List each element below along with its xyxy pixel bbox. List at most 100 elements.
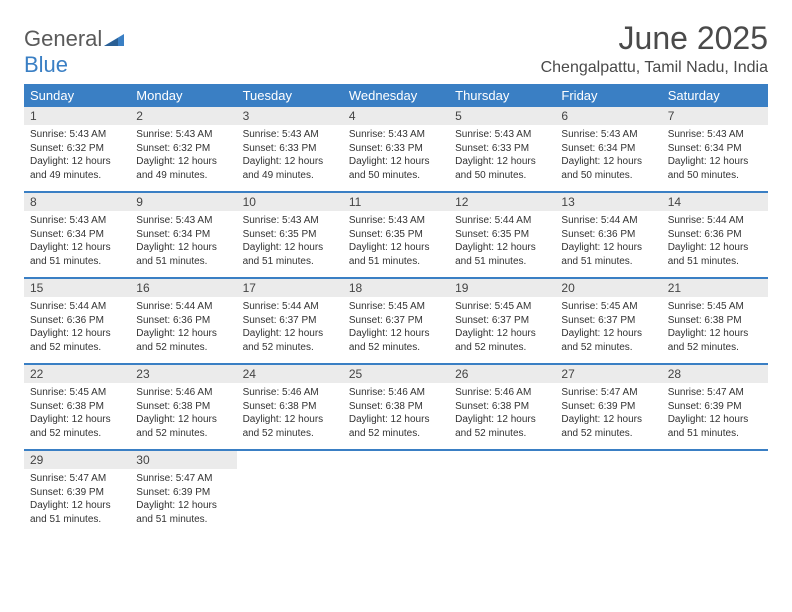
day-details: Sunrise: 5:43 AMSunset: 6:34 PMDaylight:… <box>24 211 130 268</box>
day-details: Sunrise: 5:43 AMSunset: 6:34 PMDaylight:… <box>130 211 236 268</box>
day-details: Sunrise: 5:43 AMSunset: 6:33 PMDaylight:… <box>237 125 343 182</box>
day-number: 17 <box>237 279 343 297</box>
calendar-day: 26Sunrise: 5:46 AMSunset: 6:38 PMDayligh… <box>449 365 555 449</box>
day-details: Sunrise: 5:46 AMSunset: 6:38 PMDaylight:… <box>130 383 236 440</box>
day-number: 22 <box>24 365 130 383</box>
calendar-day: 2Sunrise: 5:43 AMSunset: 6:32 PMDaylight… <box>130 107 236 191</box>
dow-saturday: Saturday <box>662 84 768 107</box>
calendar-day: 16Sunrise: 5:44 AMSunset: 6:36 PMDayligh… <box>130 279 236 363</box>
day-details: Sunrise: 5:46 AMSunset: 6:38 PMDaylight:… <box>449 383 555 440</box>
day-number: 13 <box>555 193 661 211</box>
day-number: 20 <box>555 279 661 297</box>
day-number: 25 <box>343 365 449 383</box>
day-details: Sunrise: 5:45 AMSunset: 6:38 PMDaylight:… <box>24 383 130 440</box>
day-number: 23 <box>130 365 236 383</box>
calendar-day: 3Sunrise: 5:43 AMSunset: 6:33 PMDaylight… <box>237 107 343 191</box>
calendar-day: 7Sunrise: 5:43 AMSunset: 6:34 PMDaylight… <box>662 107 768 191</box>
week-row: 1Sunrise: 5:43 AMSunset: 6:32 PMDaylight… <box>24 107 768 193</box>
day-number-empty <box>237 451 343 469</box>
week-row: 8Sunrise: 5:43 AMSunset: 6:34 PMDaylight… <box>24 193 768 279</box>
calendar-day: 1Sunrise: 5:43 AMSunset: 6:32 PMDaylight… <box>24 107 130 191</box>
day-details: Sunrise: 5:44 AMSunset: 6:36 PMDaylight:… <box>24 297 130 354</box>
day-details: Sunrise: 5:47 AMSunset: 6:39 PMDaylight:… <box>555 383 661 440</box>
day-details: Sunrise: 5:44 AMSunset: 6:37 PMDaylight:… <box>237 297 343 354</box>
calendar-day: 8Sunrise: 5:43 AMSunset: 6:34 PMDaylight… <box>24 193 130 277</box>
title-block: June 2025 Chengalpattu, Tamil Nadu, Indi… <box>541 20 768 77</box>
day-number: 2 <box>130 107 236 125</box>
day-details: Sunrise: 5:47 AMSunset: 6:39 PMDaylight:… <box>662 383 768 440</box>
calendar-day-empty <box>343 451 449 535</box>
day-number-empty <box>343 451 449 469</box>
day-number: 12 <box>449 193 555 211</box>
day-number: 8 <box>24 193 130 211</box>
calendar-day: 6Sunrise: 5:43 AMSunset: 6:34 PMDaylight… <box>555 107 661 191</box>
dow-monday: Monday <box>130 84 236 107</box>
logo-word-2: Blue <box>24 52 68 77</box>
calendar-day: 19Sunrise: 5:45 AMSunset: 6:37 PMDayligh… <box>449 279 555 363</box>
calendar-day: 14Sunrise: 5:44 AMSunset: 6:36 PMDayligh… <box>662 193 768 277</box>
day-details: Sunrise: 5:43 AMSunset: 6:35 PMDaylight:… <box>237 211 343 268</box>
dow-sunday: Sunday <box>24 84 130 107</box>
calendar-day: 25Sunrise: 5:46 AMSunset: 6:38 PMDayligh… <box>343 365 449 449</box>
day-details: Sunrise: 5:45 AMSunset: 6:37 PMDaylight:… <box>343 297 449 354</box>
calendar-day: 28Sunrise: 5:47 AMSunset: 6:39 PMDayligh… <box>662 365 768 449</box>
calendar-day: 29Sunrise: 5:47 AMSunset: 6:39 PMDayligh… <box>24 451 130 535</box>
day-details: Sunrise: 5:45 AMSunset: 6:37 PMDaylight:… <box>555 297 661 354</box>
day-number: 7 <box>662 107 768 125</box>
logo-word-1: General <box>24 26 102 51</box>
day-number: 27 <box>555 365 661 383</box>
day-number: 5 <box>449 107 555 125</box>
day-number: 24 <box>237 365 343 383</box>
day-number: 26 <box>449 365 555 383</box>
day-details: Sunrise: 5:43 AMSunset: 6:32 PMDaylight:… <box>24 125 130 182</box>
calendar-day: 12Sunrise: 5:44 AMSunset: 6:35 PMDayligh… <box>449 193 555 277</box>
day-number: 1 <box>24 107 130 125</box>
day-number-empty <box>662 451 768 469</box>
calendar-day: 9Sunrise: 5:43 AMSunset: 6:34 PMDaylight… <box>130 193 236 277</box>
day-details: Sunrise: 5:47 AMSunset: 6:39 PMDaylight:… <box>130 469 236 526</box>
day-number: 6 <box>555 107 661 125</box>
dow-tuesday: Tuesday <box>237 84 343 107</box>
calendar-day: 24Sunrise: 5:46 AMSunset: 6:38 PMDayligh… <box>237 365 343 449</box>
calendar: Sunday Monday Tuesday Wednesday Thursday… <box>24 84 768 535</box>
dow-friday: Friday <box>555 84 661 107</box>
calendar-day: 18Sunrise: 5:45 AMSunset: 6:37 PMDayligh… <box>343 279 449 363</box>
day-number: 18 <box>343 279 449 297</box>
day-number: 21 <box>662 279 768 297</box>
day-number-empty <box>555 451 661 469</box>
calendar-day: 4Sunrise: 5:43 AMSunset: 6:33 PMDaylight… <box>343 107 449 191</box>
calendar-day: 21Sunrise: 5:45 AMSunset: 6:38 PMDayligh… <box>662 279 768 363</box>
calendar-day: 30Sunrise: 5:47 AMSunset: 6:39 PMDayligh… <box>130 451 236 535</box>
dow-wednesday: Wednesday <box>343 84 449 107</box>
calendar-day-empty <box>555 451 661 535</box>
page-title: June 2025 <box>541 20 768 57</box>
day-details: Sunrise: 5:44 AMSunset: 6:35 PMDaylight:… <box>449 211 555 268</box>
calendar-day: 5Sunrise: 5:43 AMSunset: 6:33 PMDaylight… <box>449 107 555 191</box>
day-number: 16 <box>130 279 236 297</box>
day-details: Sunrise: 5:47 AMSunset: 6:39 PMDaylight:… <box>24 469 130 526</box>
day-number: 3 <box>237 107 343 125</box>
calendar-day: 11Sunrise: 5:43 AMSunset: 6:35 PMDayligh… <box>343 193 449 277</box>
day-details: Sunrise: 5:43 AMSunset: 6:35 PMDaylight:… <box>343 211 449 268</box>
day-details: Sunrise: 5:43 AMSunset: 6:34 PMDaylight:… <box>555 125 661 182</box>
day-number: 4 <box>343 107 449 125</box>
day-number: 15 <box>24 279 130 297</box>
week-row: 29Sunrise: 5:47 AMSunset: 6:39 PMDayligh… <box>24 451 768 535</box>
day-details: Sunrise: 5:44 AMSunset: 6:36 PMDaylight:… <box>130 297 236 354</box>
dow-thursday: Thursday <box>449 84 555 107</box>
day-number: 11 <box>343 193 449 211</box>
calendar-day: 10Sunrise: 5:43 AMSunset: 6:35 PMDayligh… <box>237 193 343 277</box>
week-row: 15Sunrise: 5:44 AMSunset: 6:36 PMDayligh… <box>24 279 768 365</box>
logo: GeneralBlue <box>24 20 124 78</box>
day-details: Sunrise: 5:46 AMSunset: 6:38 PMDaylight:… <box>343 383 449 440</box>
day-number: 19 <box>449 279 555 297</box>
calendar-day: 15Sunrise: 5:44 AMSunset: 6:36 PMDayligh… <box>24 279 130 363</box>
calendar-day: 20Sunrise: 5:45 AMSunset: 6:37 PMDayligh… <box>555 279 661 363</box>
calendar-day-empty <box>662 451 768 535</box>
day-number: 28 <box>662 365 768 383</box>
logo-text: GeneralBlue <box>24 26 124 78</box>
calendar-day-empty <box>237 451 343 535</box>
day-number: 9 <box>130 193 236 211</box>
header: GeneralBlue June 2025 Chengalpattu, Tami… <box>24 20 768 78</box>
day-of-week-header: Sunday Monday Tuesday Wednesday Thursday… <box>24 84 768 107</box>
